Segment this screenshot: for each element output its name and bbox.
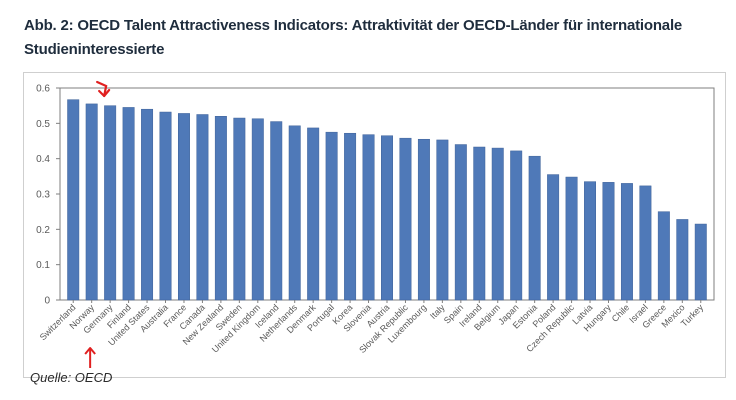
bar-iceland (270, 121, 283, 301)
chart-title: Abb. 2: OECD Talent Attractiveness Indic… (24, 17, 683, 58)
bar-finland (122, 107, 135, 301)
bar-greece (657, 211, 670, 301)
bar-norway (85, 103, 98, 301)
bar-japan (510, 150, 523, 301)
bar-spain (454, 144, 467, 301)
bar-denmark (307, 127, 320, 301)
bar-ireland (473, 146, 486, 301)
highlight-arrowhead-bottom (84, 347, 96, 355)
y-tick-label: 0.5 (36, 119, 50, 130)
bar-portugal (325, 131, 338, 301)
bar-france (177, 113, 190, 301)
bar-estonia (528, 155, 541, 301)
highlight-arrow-top (96, 80, 108, 98)
y-tick-label: 0.2 (36, 225, 50, 236)
highlight-arrowhead-top (98, 88, 111, 98)
bar-korea (344, 132, 357, 301)
source-note: Quelle: OECD (30, 370, 113, 385)
bar-belgium (491, 147, 504, 301)
bar-luxembourg (417, 138, 430, 301)
bar-czech-republic (565, 176, 578, 301)
bar-united-kingdom (251, 118, 264, 301)
bar-turkey (694, 223, 707, 301)
bar-new-zealand (214, 116, 227, 301)
bar-netherlands (288, 125, 301, 301)
bar-australia (159, 111, 172, 301)
y-tick-label: 0.3 (36, 190, 50, 201)
bar-mexico (676, 219, 689, 301)
bar-slovak-republic (399, 137, 412, 301)
bar-germany (104, 105, 117, 301)
y-tick-label: 0.1 (36, 260, 50, 271)
y-tick-label: 0 (44, 296, 50, 307)
bar-united-states (141, 108, 154, 301)
bar-sweden (233, 117, 246, 301)
bar-slovenia (362, 134, 375, 301)
bar-hungary (602, 182, 615, 301)
bar-italy (436, 139, 449, 301)
bar-israel (639, 185, 652, 301)
bar-austria (381, 135, 393, 301)
bar-poland (547, 174, 560, 301)
bar-canada (196, 114, 209, 301)
y-tick-label: 0.4 (36, 154, 50, 165)
bar-switzerland (67, 99, 80, 301)
bar-latvia (584, 181, 597, 301)
y-tick-label: 0.6 (36, 84, 50, 95)
x-tick-label: Chile (610, 302, 632, 324)
bar-chile (620, 183, 633, 301)
